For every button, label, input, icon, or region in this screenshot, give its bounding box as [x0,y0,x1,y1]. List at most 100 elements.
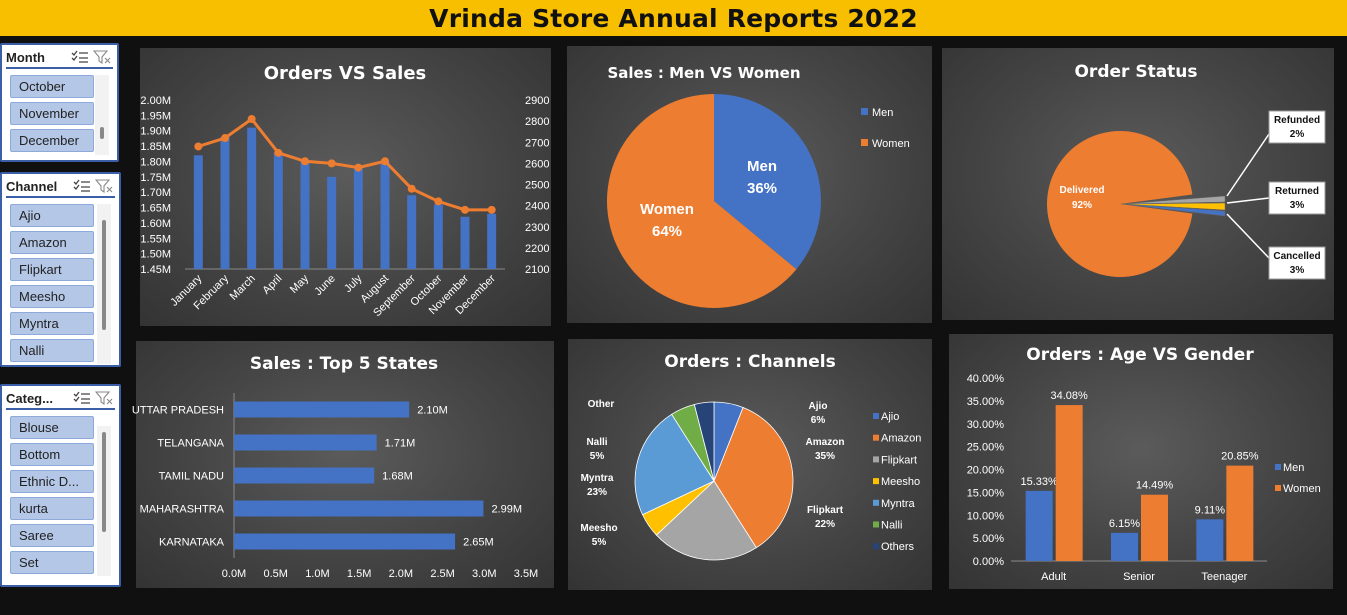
slicer-item-ajio[interactable]: Ajio [10,204,94,227]
bar-september [407,195,417,269]
y-tick-label: 35.00% [967,396,1005,408]
x-tick-label: 1.5M [347,568,371,580]
slicer-item-blouse[interactable]: Blouse [10,416,94,439]
clear-filter-icon[interactable] [93,389,115,407]
dashboard-title: Vrinda Store Annual Reports 2022 [429,3,918,33]
bar-uttar-pradesh [234,401,410,418]
slicer-item-set[interactable]: Set [10,551,94,574]
orders-age-gender-chart: Orders : Age VS Gender 40.00% 35.00% 30.00%… [967,345,1321,583]
data-label-flipkart: Flipkart [807,505,844,516]
callout-line-refunded [1226,133,1270,197]
data-label: 1.71M [385,438,416,450]
legend-marker-men [1275,464,1281,470]
month-slicer[interactable]: Month October November December [0,43,119,162]
scroll-thumb[interactable] [102,220,106,330]
data-label-value: 64% [652,223,682,240]
orders-vs-sales-panel: Orders VS Sales 2.00M 1.95M 1.90M 1.85M 1.80M… [140,48,551,326]
chart-title: Sales : Top 5 States [250,354,438,374]
y-tick-label: 15.00% [967,487,1005,499]
channel-slicer-scrollbar[interactable] [97,204,111,364]
chart-title: Sales : Men VS Women [607,64,800,82]
y-tick-label: TAMIL NADU [159,471,224,483]
order-status-panel: Order Status Delivered 92% Refunded 2% Return… [942,48,1334,320]
x-tick-label: March [228,273,258,303]
y-right-tick-label: 2500 [525,180,549,192]
x-tick-label: July [342,272,365,295]
x-tick-label: 3.0M [472,568,496,580]
data-label-value: 2% [1290,129,1305,140]
slicer-item-saree[interactable]: Saree [10,524,94,547]
callout-box-returned [1268,181,1326,215]
data-label: 34.08% [1051,390,1089,402]
month-slicer-items: October November December [10,75,94,156]
legend-label: Meesho [881,476,920,488]
x-tick-label: 3.5M [514,568,538,580]
slicer-item-meesho[interactable]: Meesho [10,285,94,308]
data-label-value: 5% [592,537,607,548]
slicer-item-november[interactable]: November [10,102,94,125]
y-left-tick-label: 2.00M [140,95,171,107]
data-label: 14.49% [1136,480,1174,492]
scroll-thumb[interactable] [102,432,106,532]
clear-filter-icon[interactable] [93,177,115,195]
data-label: 2.65M [463,537,494,549]
data-label-value: 3% [1290,265,1305,276]
y-tick-label: 10.00% [967,510,1005,522]
slicer-item-nalli[interactable]: Nalli [10,339,94,362]
bar-july [353,167,363,269]
category-slicer[interactable]: Categ... Blouse Bottom Ethnic D... kurta… [0,384,121,587]
bar-january [193,155,203,269]
sales-top5-states-panel: Sales : Top 5 States UTTAR PRADESH 2.10M TE… [132,341,554,588]
multi-select-icon[interactable] [69,48,91,66]
slicer-item-ethnic-dress[interactable]: Ethnic D... [10,470,94,493]
legend-marker-ajio [873,413,879,419]
chart-title: Orders : Channels [664,352,835,372]
multi-select-icon[interactable] [71,177,93,195]
y-tick-label: 5.00% [973,533,1004,545]
bar-october [433,204,443,269]
y-tick-label: 25.00% [967,442,1005,454]
x-tick-label: April [260,273,284,297]
pie-slice-flipkart [655,480,757,561]
data-label-amazon: Amazon [806,437,845,448]
data-label-other: Other [588,399,615,410]
slicer-item-myntra[interactable]: Myntra [10,312,94,335]
bar-april [273,152,283,269]
pie-slice-returned [1121,202,1226,211]
orders-point-september [407,184,416,193]
slicer-item-flipkart[interactable]: Flipkart [10,258,94,281]
x-tick-label: Senior [1123,571,1155,583]
data-label-men: Men [747,158,777,175]
orders-point-december [487,205,496,214]
data-label-value: 5% [590,451,605,462]
title-banner: Vrinda Store Annual Reports 2022 [0,0,1347,36]
chart-title: Order Status [1074,62,1197,82]
month-slicer-scrollbar[interactable] [95,75,109,155]
clear-filter-icon[interactable] [91,48,113,66]
channel-slicer-title: Channel [6,178,58,194]
legend-marker-women [861,139,868,146]
y-tick-label: 40.00% [967,373,1005,385]
data-label: 6.15% [1109,518,1140,530]
data-label-value: 6% [811,415,826,426]
bar-may [300,161,310,269]
channel-slicer[interactable]: Channel Ajio Amazon Flipkart Meesho Mynt… [0,172,121,367]
callout-line-returned [1226,197,1270,204]
scroll-thumb[interactable] [100,127,104,139]
category-slicer-scrollbar[interactable] [97,426,111,576]
callout-line-cancelled [1226,213,1270,259]
x-tick-label: May [288,272,312,296]
y-right-tick-label: 2800 [525,116,549,128]
slicer-item-october[interactable]: October [10,75,94,98]
y-tick-label: UTTAR PRADESH [132,405,224,417]
multi-select-icon[interactable] [71,389,93,407]
slicer-item-amazon[interactable]: Amazon [10,231,94,254]
orders-point-october [434,197,443,206]
slicer-item-bottom[interactable]: Bottom [10,443,94,466]
slicer-item-december[interactable]: December [10,129,94,152]
data-label-value: 36% [747,180,777,197]
legend-label: Myntra [881,498,916,510]
orders-point-may [301,157,309,166]
slicer-item-kurta[interactable]: kurta [10,497,94,520]
